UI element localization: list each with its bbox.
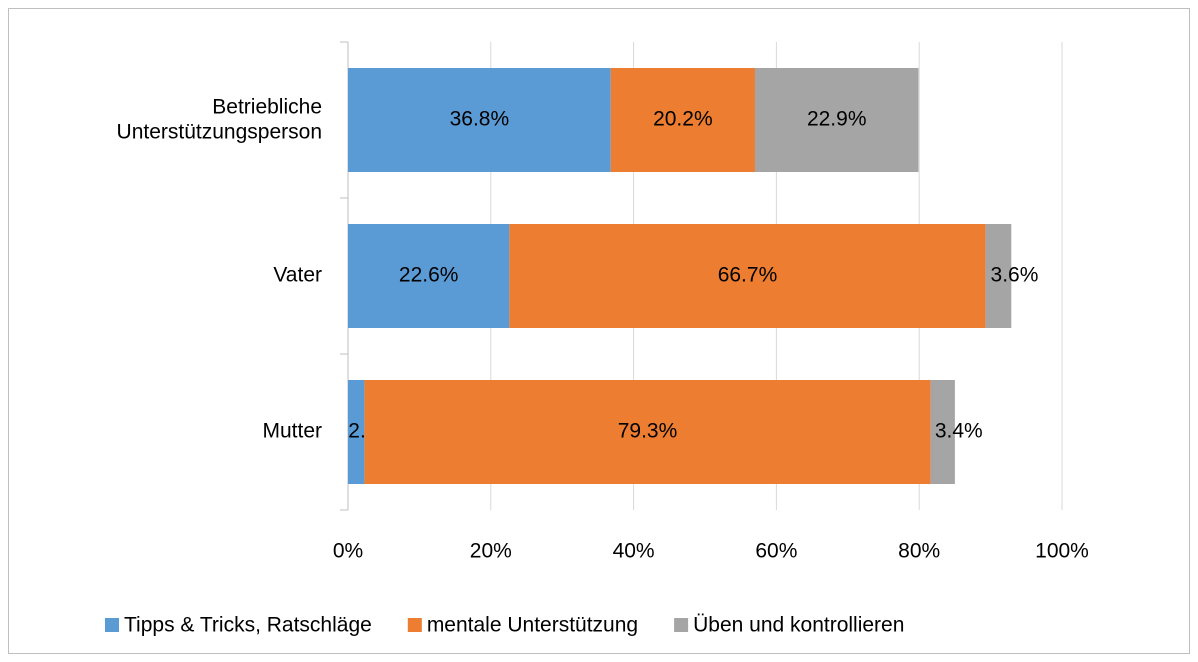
legend-swatch bbox=[407, 618, 422, 632]
legend-swatch bbox=[105, 618, 119, 632]
legend-label: Üben und kontrollieren bbox=[693, 614, 904, 637]
y-tick-label: Vater bbox=[273, 264, 322, 287]
bar-segment bbox=[930, 380, 955, 484]
data-label: 79.3% bbox=[618, 420, 678, 443]
x-tick-label: 20% bbox=[470, 540, 512, 563]
bar-segment bbox=[348, 68, 611, 172]
bar-segment bbox=[754, 68, 919, 172]
x-tick-label: 0% bbox=[333, 540, 363, 563]
data-label: 36.8% bbox=[450, 108, 510, 131]
data-label: 3.4% bbox=[935, 420, 983, 443]
x-tick-label: 40% bbox=[613, 540, 655, 563]
x-tick-label: 80% bbox=[898, 540, 940, 563]
legend-label: mentale Unterstützung bbox=[427, 614, 638, 637]
bar-segment bbox=[348, 224, 510, 328]
y-tick-label: Mutter bbox=[262, 420, 322, 443]
y-tick-label: Betriebliche Unterstützungsperson bbox=[117, 95, 322, 143]
bar-segment bbox=[985, 224, 1012, 328]
data-label: 3.6% bbox=[991, 264, 1039, 287]
x-tick-label: 60% bbox=[755, 540, 797, 563]
data-label: 22.9% bbox=[807, 108, 867, 131]
bar-segment bbox=[509, 224, 986, 328]
bar-segment bbox=[610, 68, 755, 172]
x-tick-label: 100% bbox=[1035, 540, 1089, 563]
legend-swatch bbox=[674, 618, 689, 632]
data-label: 20.2% bbox=[653, 108, 713, 131]
bar-segment bbox=[348, 380, 365, 484]
data-label: 66.7% bbox=[718, 264, 778, 287]
legend-label: Tipps & Tricks, Ratschläge bbox=[124, 614, 372, 637]
bar-segment bbox=[364, 380, 931, 484]
data-label: 22.6% bbox=[399, 264, 459, 287]
